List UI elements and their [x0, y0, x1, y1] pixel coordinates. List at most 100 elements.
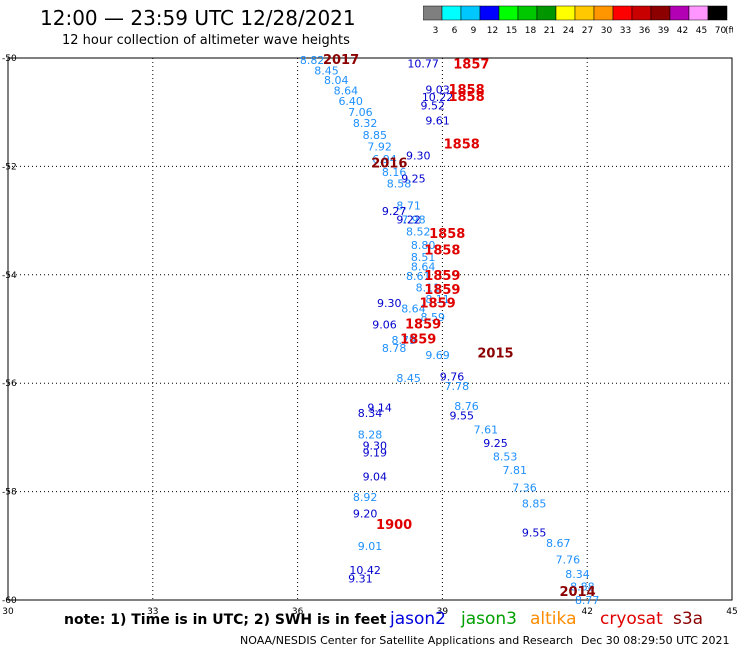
wave-height-label: 8.32 [353, 117, 378, 130]
wave-height-label: 8.64 [401, 302, 426, 315]
wave-height-label: 8.34 [565, 568, 590, 581]
wave-height-label: 10.77 [407, 57, 439, 70]
legend-jason3: jason3 [461, 609, 517, 629]
wave-height-label: 8.92 [353, 491, 378, 504]
wave-height-label: 8.16 [382, 166, 407, 179]
time-label: 2016 [371, 157, 407, 172]
legend-s3a: s3a [673, 609, 704, 629]
wave-height-label: 9.06 [372, 319, 397, 332]
wave-height-label: 8.85 [522, 498, 547, 511]
colorbar-tick: 9 [471, 26, 477, 36]
wave-height-label: 8.64 [411, 261, 436, 274]
colorbar-tick: 18 [525, 26, 537, 36]
wave-height-label: 10.42 [349, 564, 381, 577]
wave-height-label: 9.22 [396, 214, 421, 227]
legend-altika: altika [530, 609, 577, 629]
wave-height-label: 8.82 [300, 54, 325, 67]
wave-height-label: 9.76 [440, 371, 465, 384]
wave-height-label: 9.01 [358, 540, 383, 553]
time-label: 1858 [429, 227, 465, 242]
colorbar-tick: 27 [582, 26, 593, 36]
wave-height-label: 7.81 [503, 464, 528, 477]
colorbar-swatch [707, 5, 728, 21]
colorbar-tick: 21 [544, 26, 555, 36]
wave-height-label: 9.27 [382, 205, 407, 218]
time-label: 2015 [477, 346, 513, 361]
wave-height-label: 8.52 [406, 225, 431, 238]
wave-height-label: 6.40 [338, 95, 363, 108]
y-tick-label: -58 [2, 488, 17, 498]
wave-height-label: 8.77 [575, 594, 600, 607]
x-tick-label: 42 [581, 607, 592, 617]
wave-height-label: 8.11 [425, 293, 450, 306]
colorbar-tick: 6 [452, 26, 458, 36]
wave-height-label: 7.06 [348, 106, 373, 119]
time-label: 1859 [405, 318, 441, 333]
x-tick-label: 45 [726, 607, 737, 617]
wave-height-label: 8.64 [334, 85, 359, 98]
wave-height-label: 8.61 [406, 270, 431, 283]
legend-jason2: jason2 [390, 609, 446, 629]
wave-height-label: 8.59 [420, 311, 445, 324]
y-tick-label: -56 [2, 379, 17, 389]
x-tick-label: 39 [437, 607, 449, 617]
time-label: 1859 [419, 297, 455, 312]
footer-credit: NOAA/NESDIS Center for Satellite Applica… [240, 634, 574, 647]
time-label: 1858 [448, 83, 484, 98]
footnote: note: 1) Time is in UTC; 2) SWH is in fe… [64, 612, 387, 628]
colorbar-unit: (ft) [725, 26, 733, 36]
wave-height-label: 8.53 [493, 450, 518, 463]
wave-height-label: 7.36 [512, 481, 537, 494]
x-tick-label: 36 [292, 607, 304, 617]
x-tick-label: 33 [147, 607, 158, 617]
wave-height-label: 9.03 [425, 83, 450, 96]
colorbar-tick: 30 [601, 26, 613, 36]
colorbar-tick: 12 [487, 26, 498, 36]
wave-height-label: 8.79 [392, 334, 417, 347]
x-tick-label: 30 [2, 607, 14, 617]
wave-height-label: 8.45 [314, 64, 339, 77]
chart-subtitle: 12 hour collection of altimeter wave hei… [62, 33, 350, 48]
plot-frame [7, 57, 733, 601]
wave-height-label: 8.04 [324, 74, 349, 87]
legend-cryosat: cryosat [600, 609, 663, 629]
wave-height-label: 8.85 [363, 129, 388, 142]
colorbar-tick: 36 [639, 26, 651, 36]
wave-height-label: 9.69 [425, 349, 450, 362]
colorbar-tick: 24 [563, 26, 575, 36]
colorbar-tick: 42 [677, 26, 688, 36]
y-tick-label: -50 [2, 54, 17, 64]
wave-height-label: 7.61 [474, 423, 499, 436]
wave-height-label: 7.92 [367, 140, 392, 153]
wave-height-label: 7.98 [401, 214, 426, 227]
wave-height-label: 8.51 [411, 251, 436, 264]
wave-height-label: 9.25 [483, 437, 508, 450]
wave-height-label: 9.25 [401, 172, 426, 185]
colorbar-tick: 3 [433, 26, 439, 36]
wave-height-label: 9.20 [353, 507, 378, 520]
time-label: 1859 [400, 332, 436, 347]
time-label: 2017 [323, 53, 359, 68]
colorbar-tick: 45 [696, 26, 707, 36]
wave-height-label: 8.78 [382, 342, 407, 355]
wave-height-label: 8.28 [358, 429, 383, 442]
wave-height-label: 8.45 [396, 372, 421, 385]
chart-title: 12:00 — 23:59 UTC 12/28/2021 [40, 6, 356, 30]
wave-height-label: 9.55 [522, 526, 547, 539]
time-label: 1857 [453, 58, 489, 73]
wave-height-label: 8.76 [454, 400, 479, 413]
wave-height-label: 6.94 [372, 153, 397, 166]
wave-height-label: 9.31 [348, 572, 373, 585]
wave-height-label: 8.67 [546, 537, 571, 550]
wave-height-label: 8.88 [570, 580, 595, 593]
wave-height-label: 8.11 [416, 281, 441, 294]
y-tick-label: -54 [2, 271, 17, 281]
wave-height-label: 9.14 [367, 402, 392, 415]
wave-height-label: 10.22 [422, 91, 454, 104]
wave-height-label: 9.04 [363, 470, 388, 483]
wave-height-label: 9.30 [363, 440, 388, 453]
wave-height-label: 8.71 [396, 199, 421, 212]
wave-height-label: 7.78 [445, 380, 470, 393]
